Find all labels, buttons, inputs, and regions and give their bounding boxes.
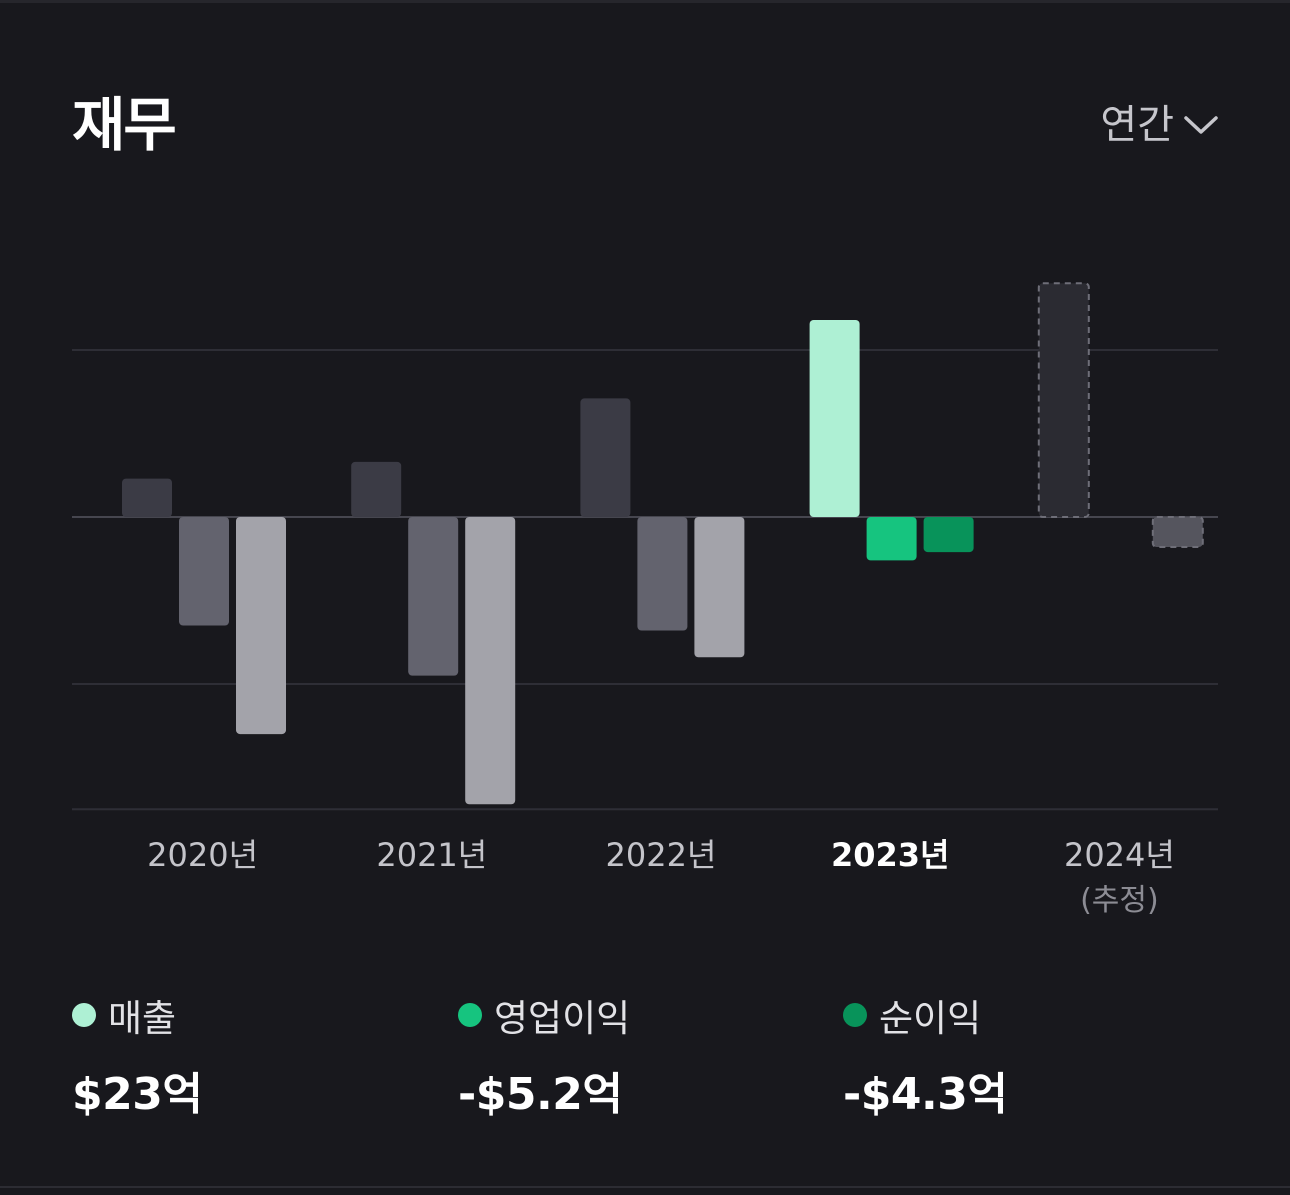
- x-tick-sublabel: (추정): [1080, 883, 1159, 918]
- legend-label: 영업이익: [494, 997, 631, 1040]
- legend-item-net-income: 순이익 -$4.3억: [843, 990, 1008, 1122]
- legend-label: 매출: [108, 997, 177, 1040]
- legend: 매출 $23억 영업이익 -$5.2억 순이익 -$4.3억: [0, 990, 1290, 1120]
- financial-bar-chart: 2020년 2021년 2022년 2023년 2024년 (추정): [72, 282, 1218, 918]
- period-selector-button[interactable]: 연간: [1100, 100, 1218, 150]
- legend-item-operating-income: 영업이익 -$5.2억: [458, 990, 630, 1122]
- bar-순이익-2024년: [1151, 516, 1204, 549]
- bar-영업이익-2021년: [408, 517, 459, 676]
- bar-매출-2024년: [1037, 282, 1090, 519]
- x-tick-label: 2022년: [606, 836, 717, 874]
- x-tick-label: 2023년: [831, 836, 950, 874]
- bar-매출-2022년: [580, 398, 631, 517]
- chevron-down-icon: [1184, 116, 1218, 134]
- bar-매출-2021년: [351, 461, 402, 517]
- legend-value: -$5.2억: [458, 1069, 623, 1120]
- operating-income-dot-icon: [458, 1003, 482, 1027]
- bar-순이익-2023년: [923, 517, 974, 553]
- bar-영업이익-2023년: [866, 517, 917, 561]
- net-income-dot-icon: [843, 1003, 867, 1027]
- legend-item-revenue: 매출 $23억: [72, 990, 203, 1122]
- bar-영업이익-2020년: [179, 517, 229, 626]
- x-tick-label: 2024년: [1064, 836, 1175, 874]
- revenue-dot-icon: [72, 1003, 96, 1027]
- legend-label: 순이익: [879, 997, 982, 1040]
- bar-순이익-2020년: [236, 517, 286, 735]
- bar-순이익-2022년: [694, 517, 745, 658]
- period-selector-label: 연간: [1100, 102, 1174, 148]
- legend-value: $23억: [72, 1069, 203, 1120]
- section-title: 재무: [72, 91, 177, 159]
- bar-매출-2023년: [809, 319, 860, 517]
- bar-매출-2020년: [122, 478, 172, 517]
- x-tick-label: 2021년: [376, 836, 487, 874]
- bar-영업이익-2022년: [637, 517, 688, 631]
- bar-순이익-2021년: [465, 517, 516, 805]
- top-border: [0, 0, 1290, 3]
- legend-value: -$4.3억: [843, 1069, 1008, 1120]
- x-tick-label: 2020년: [147, 836, 258, 874]
- bottom-border: [0, 1186, 1290, 1188]
